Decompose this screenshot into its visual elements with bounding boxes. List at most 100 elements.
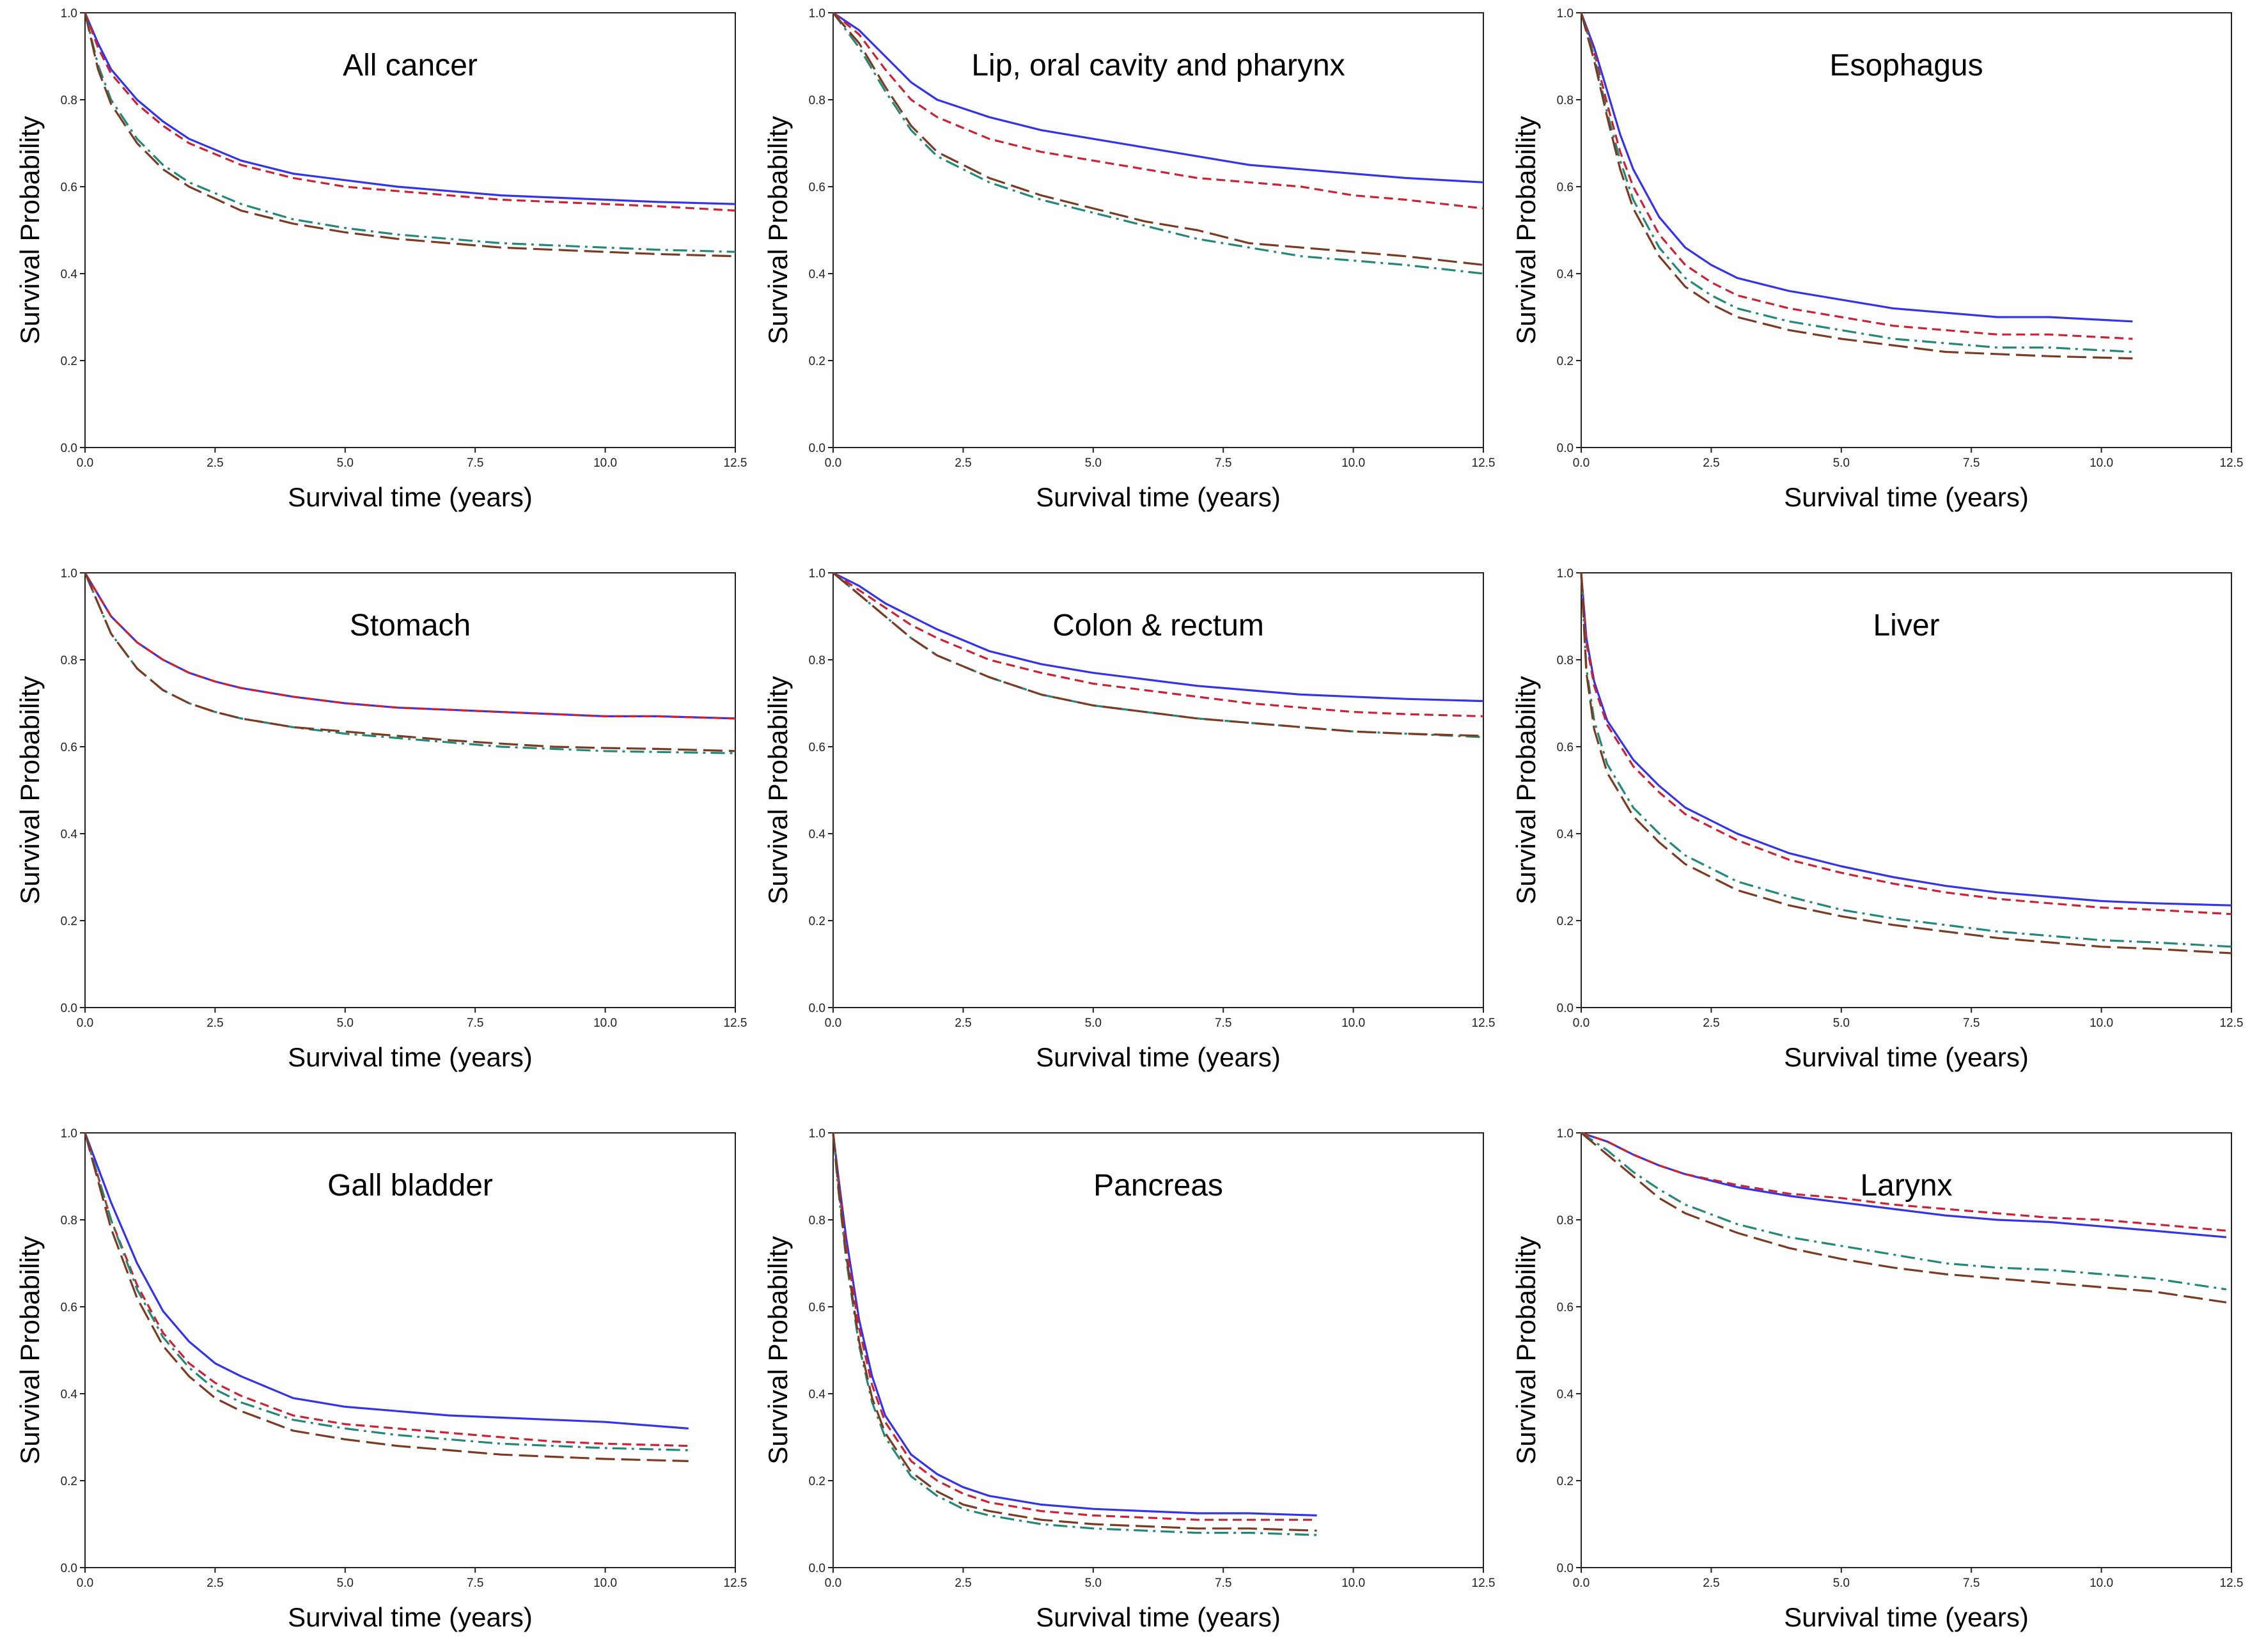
chart-title: Larynx	[1860, 1169, 1952, 1203]
y-tick-label: 0.4	[809, 1388, 826, 1401]
plot-frame	[84, 572, 736, 1008]
series-line-1	[832, 12, 1484, 183]
y-tick-label: 0.0	[1557, 1002, 1574, 1015]
x-tick-label: 7.5	[1215, 1017, 1231, 1030]
x-tick-label: 12.5	[724, 1577, 747, 1590]
y-tick-label: 0.6	[1557, 1301, 1574, 1314]
series-line-1	[84, 572, 736, 720]
y-tick-label: 0.6	[1557, 741, 1574, 754]
y-tick-label: 0.2	[1557, 915, 1574, 928]
x-tick-label: 2.5	[207, 1017, 223, 1030]
series-line-3	[84, 12, 736, 253]
y-tick-label: 0.2	[1557, 1475, 1574, 1488]
chart-panel-7: 0.0 2.5 5.0 7.5 10.0 12.5 0.0 0.2 0.4 0.6 0.8 1.0 Ga…	[15, 1127, 747, 1632]
x-tick-label: 12.5	[1472, 1017, 1496, 1030]
y-axis-label: Survival Probability	[763, 1236, 793, 1464]
x-tick-label: 0.0	[1573, 1017, 1590, 1030]
chart-panel-3: 0.0 2.5 5.0 7.5 10.0 12.5 0.0 0.2 0.4 0.6 0.8 1.0 Es…	[1511, 7, 2243, 512]
x-tick-label: 10.0	[2090, 1017, 2113, 1030]
chart-panel-6: 0.0 2.5 5.0 7.5 10.0 12.5 0.0 0.2 0.4 0.6 0.8 1.0 Li…	[1511, 567, 2243, 1072]
x-tick-label: 12.5	[2220, 1577, 2244, 1590]
series-line-3	[84, 1132, 689, 1451]
x-tick-label: 7.5	[1963, 456, 1980, 470]
y-tick-label: 0.8	[61, 1214, 77, 1227]
chart-panel-2: 0.0 2.5 5.0 7.5 10.0 12.5 0.0 0.2 0.4 0.6 0.8 1.0 Li…	[763, 7, 1495, 512]
y-tick-label: 0.4	[1557, 1388, 1574, 1401]
y-tick-label: 0.8	[809, 654, 825, 667]
x-axis-label: Survival time (years)	[288, 482, 533, 512]
series-line-2	[84, 1132, 689, 1447]
x-tick-label: 2.5	[955, 1577, 971, 1590]
y-tick-label: 0.0	[809, 1002, 825, 1015]
series-line-3	[84, 572, 736, 754]
y-tick-label: 0.8	[1557, 654, 1574, 667]
x-tick-label: 7.5	[1215, 456, 1231, 470]
y-tick-label: 1.0	[809, 7, 825, 20]
chart-panel-9: 0.0 2.5 5.0 7.5 10.0 12.5 0.0 0.2 0.4 0.6 0.8 1.0 La…	[1511, 1127, 2243, 1632]
x-tick-label: 5.0	[1833, 456, 1850, 470]
x-tick-label: 5.0	[337, 1577, 354, 1590]
x-axis-label: Survival time (years)	[288, 1602, 533, 1632]
series-line-2	[84, 572, 736, 720]
y-tick-label: 0.8	[809, 94, 825, 107]
chart-title: All cancer	[343, 49, 478, 82]
x-axis-label: Survival time (years)	[1036, 1602, 1281, 1632]
chart-title: Esophagus	[1829, 49, 1983, 82]
series-line-1	[1581, 1132, 2227, 1238]
series-line-2	[832, 572, 1484, 717]
y-tick-label: 0.6	[809, 181, 825, 194]
y-tick-label: 0.6	[809, 1301, 825, 1314]
y-tick-label: 0.8	[809, 1214, 825, 1227]
series-line-1	[1580, 572, 2232, 907]
y-tick-label: 0.4	[809, 268, 826, 281]
plot-frame	[84, 1132, 736, 1568]
x-axis-label: Survival time (years)	[1036, 482, 1281, 512]
y-tick-label: 0.2	[809, 355, 825, 368]
series-line-2	[1580, 12, 2133, 340]
chart-panel-5: 0.0 2.5 5.0 7.5 10.0 12.5 0.0 0.2 0.4 0.6 0.8 1.0 Co…	[763, 567, 1495, 1072]
series-line-1	[832, 572, 1484, 703]
y-axis-label: Survival Probability	[763, 676, 793, 904]
chart-panel-1: 0.0 2.5 5.0 7.5 10.0 12.5 0.0 0.2 0.4 0.6 0.8 1.0 Al…	[15, 7, 747, 512]
y-tick-label: 1.0	[809, 1127, 825, 1141]
series-line-3	[832, 12, 1484, 275]
chart-title: Gall bladder	[327, 1169, 493, 1203]
y-tick-label: 0.4	[61, 268, 78, 281]
series-line-2	[1580, 572, 2232, 916]
y-tick-label: 0.2	[61, 1475, 77, 1488]
series-line-2	[1581, 1132, 2227, 1232]
chart-panel-4: 0.0 2.5 5.0 7.5 10.0 12.5 0.0 0.2 0.4 0.6 0.8 1.0 St…	[15, 567, 747, 1072]
x-tick-label: 2.5	[955, 456, 971, 470]
x-axis-label: Survival time (years)	[1784, 482, 2029, 512]
x-tick-label: 10.0	[593, 1017, 617, 1030]
x-tick-label: 12.5	[724, 456, 747, 470]
series-line-1	[832, 1132, 1317, 1516]
y-tick-label: 0.0	[1557, 1562, 1574, 1575]
plot-frame	[832, 572, 1484, 1008]
y-tick-label: 0.2	[1557, 355, 1574, 368]
y-tick-label: 0.0	[61, 1002, 77, 1015]
y-tick-label: 0.8	[1557, 1214, 1574, 1227]
y-tick-label: 0.8	[61, 94, 77, 107]
x-tick-label: 5.0	[1085, 1017, 1102, 1030]
plot-frame	[1581, 572, 2232, 1008]
chart-title: Lip, oral cavity and pharynx	[971, 49, 1345, 82]
y-tick-label: 0.2	[809, 915, 825, 928]
x-tick-label: 5.0	[1085, 1577, 1102, 1590]
y-axis-label: Survival Probability	[1511, 116, 1541, 344]
x-tick-label: 7.5	[467, 1017, 483, 1030]
y-tick-label: 1.0	[61, 567, 77, 581]
x-tick-label: 10.0	[1341, 1017, 1365, 1030]
series-line-2	[832, 12, 1484, 210]
series-line-4	[84, 572, 736, 752]
y-axis-label: Survival Probability	[15, 116, 45, 344]
y-tick-label: 0.4	[1557, 828, 1574, 841]
plot-frame	[832, 1132, 1484, 1568]
y-tick-label: 0.0	[809, 442, 825, 455]
y-axis-label: Survival Probability	[1511, 1236, 1541, 1464]
x-tick-label: 5.0	[337, 456, 354, 470]
x-tick-label: 5.0	[1085, 456, 1102, 470]
y-tick-label: 0.2	[809, 1475, 825, 1488]
x-tick-label: 12.5	[1472, 1577, 1496, 1590]
x-tick-label: 7.5	[1963, 1017, 1980, 1030]
